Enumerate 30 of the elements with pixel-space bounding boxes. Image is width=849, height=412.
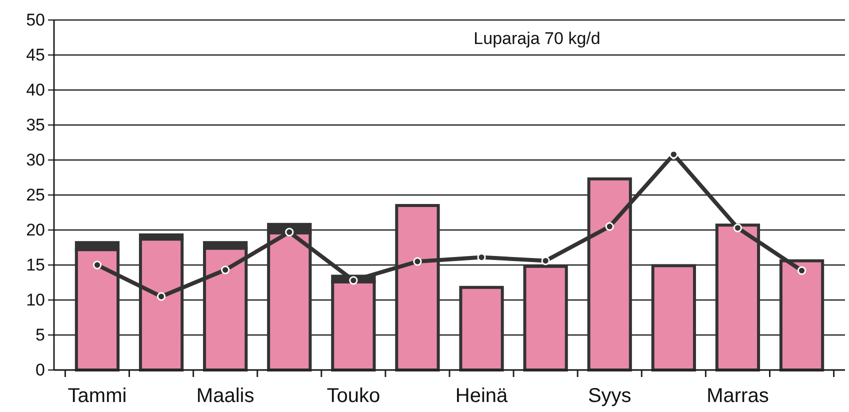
y-tick-label: 25	[26, 185, 45, 204]
point	[541, 256, 550, 266]
x-tick-label: Tammi	[68, 385, 127, 407]
point	[349, 276, 358, 285]
y-tick-label: 40	[26, 80, 45, 100]
bar	[459, 286, 504, 372]
point	[413, 257, 422, 266]
y-tick-label: 15	[26, 255, 45, 274]
x-tick-label: Touko	[326, 385, 380, 407]
point	[605, 222, 614, 231]
y-tick-label: 30	[26, 150, 45, 170]
point	[733, 224, 742, 232]
point	[156, 292, 166, 301]
y-tick-label: 20	[26, 220, 45, 240]
x-tick-label: Maalis	[196, 385, 254, 407]
x-tick-label: Syys	[588, 385, 632, 407]
point	[92, 260, 102, 270]
point	[221, 266, 230, 274]
bar	[651, 264, 696, 372]
y-tick-label: 50	[26, 10, 45, 30]
annotation: Luparaja 70 kg/d	[474, 29, 600, 48]
point	[285, 228, 294, 236]
point	[797, 266, 806, 275]
y-tick-label: 45	[26, 45, 45, 64]
y-tick-label: 10	[26, 290, 45, 310]
x-tick-label: Heinä	[455, 385, 509, 407]
y-tick-label: 0	[36, 360, 45, 380]
y-tick-label: 5	[36, 325, 45, 344]
x-tick-label: Marras	[706, 385, 769, 407]
y-tick-label: 35	[26, 115, 45, 134]
